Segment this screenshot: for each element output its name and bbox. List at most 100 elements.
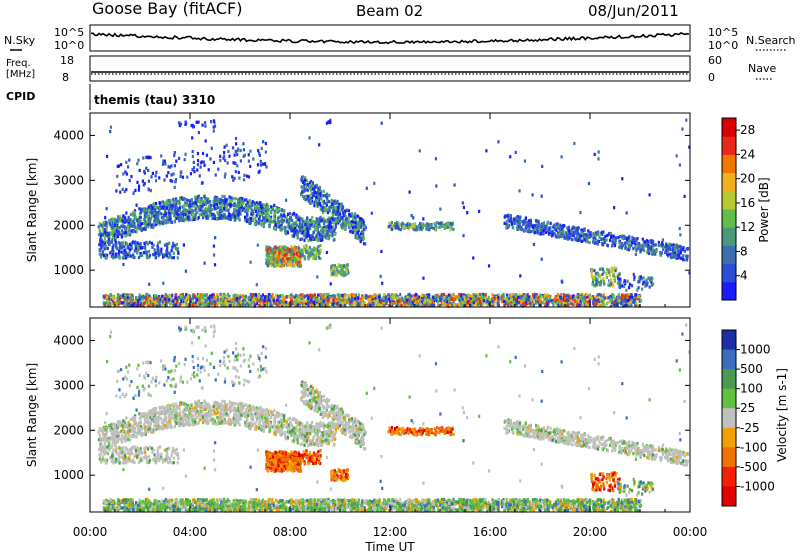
power-cell [657, 240, 661, 245]
power-cell [302, 234, 305, 238]
power-cell [131, 230, 134, 234]
power-cell [606, 233, 609, 238]
power-cell [190, 205, 193, 209]
power-cell [593, 283, 596, 287]
power-cell [549, 294, 552, 299]
power-cell [196, 216, 199, 220]
power-cell [446, 225, 449, 229]
power-cell [576, 238, 579, 242]
power-cell [582, 235, 585, 239]
power-cell [180, 215, 183, 219]
power-cell [357, 215, 360, 219]
power-cell [299, 237, 302, 242]
power-cell [239, 212, 242, 216]
power-cell [638, 246, 641, 250]
power-cell [164, 201, 167, 205]
power-cell [327, 120, 330, 124]
power-cell [395, 293, 398, 297]
power-cell [118, 241, 121, 245]
power-cell [141, 245, 144, 250]
power-cell [126, 254, 129, 258]
power-cell [518, 219, 522, 224]
power-cell [270, 254, 273, 258]
power-cell [347, 209, 351, 213]
power-cell [607, 270, 611, 274]
power-cell [319, 192, 322, 196]
power-cell [340, 270, 343, 274]
power-cell [193, 294, 196, 298]
power-cell [136, 241, 139, 245]
power-cell [308, 222, 311, 226]
power-cell [298, 218, 301, 222]
power-cell [643, 248, 646, 253]
power-cell [158, 176, 161, 180]
power-cell [324, 235, 327, 240]
power-cell [236, 152, 239, 157]
power-cell [115, 247, 119, 251]
power-cell [258, 221, 261, 225]
power-cell [605, 238, 608, 242]
power-cell [344, 264, 348, 269]
power-cell [602, 236, 606, 241]
power-cell [248, 217, 251, 221]
power-cell [221, 203, 225, 207]
power-cell [635, 248, 638, 252]
power-cell [219, 158, 222, 163]
power-cell [102, 221, 105, 225]
power-cell [138, 293, 141, 297]
power-cell [108, 243, 111, 247]
power-cell [146, 208, 149, 212]
power-cell [604, 234, 607, 239]
power-cell [273, 209, 276, 213]
power-cell [355, 235, 359, 239]
power-cell [448, 225, 451, 229]
power-cell [317, 195, 320, 199]
power-cell [300, 175, 304, 179]
power-cell [103, 236, 106, 240]
power-cell [663, 250, 667, 255]
power-cell [537, 301, 541, 305]
power-cell [360, 222, 363, 226]
power-cell [608, 232, 611, 237]
power-cell [328, 193, 331, 198]
power-cell [318, 236, 321, 240]
power-cell [327, 216, 330, 220]
power-cell [245, 203, 248, 207]
power-cell [303, 178, 307, 182]
power-cell [250, 295, 253, 299]
power-cell [100, 255, 103, 259]
power-cell [127, 221, 131, 225]
power-cell [208, 200, 212, 204]
power-cell [553, 232, 556, 236]
power-cell [544, 227, 547, 231]
power-cell [261, 206, 265, 210]
power-cell [176, 247, 179, 251]
power-cell [686, 255, 689, 259]
power-cell [138, 227, 141, 231]
power-cell [111, 229, 114, 233]
power-cell [154, 255, 158, 260]
power-cell [123, 244, 126, 249]
power-cell [346, 267, 349, 271]
power-cell [578, 236, 582, 241]
power-cell [210, 207, 213, 212]
power-cell [141, 179, 144, 183]
power-cell [99, 231, 102, 235]
power-cell [434, 224, 438, 228]
power-cell [588, 231, 591, 235]
power-cell [523, 219, 526, 223]
power-cell [118, 226, 121, 230]
power-cell [583, 238, 586, 242]
power-cell [179, 122, 183, 126]
power-cell [222, 296, 225, 300]
power-cell [618, 285, 621, 290]
power-cell [580, 234, 583, 238]
power-cell [196, 163, 200, 167]
power-cell [193, 295, 197, 299]
power-cell [114, 240, 117, 244]
power-cell [239, 197, 242, 201]
power-cell [627, 248, 630, 252]
power-cell [560, 234, 563, 238]
power-cell [329, 300, 332, 304]
power-cell [318, 201, 321, 205]
